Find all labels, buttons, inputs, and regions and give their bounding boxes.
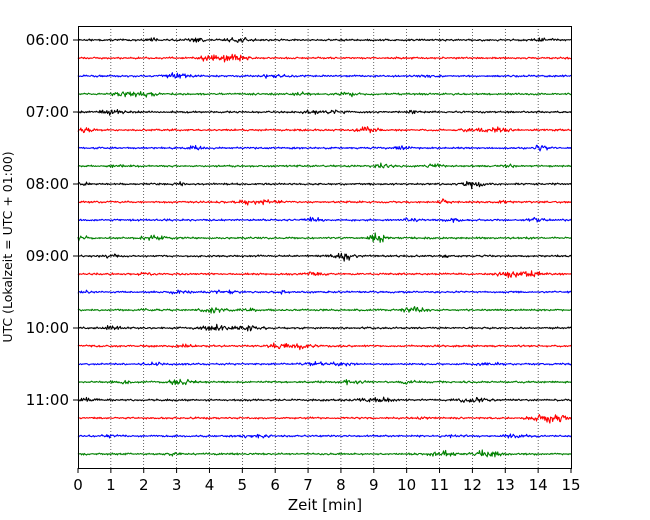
trace-1100 (77, 396, 572, 403)
trace-0800 (77, 180, 572, 190)
y-tick-label: 06:00 (26, 31, 69, 49)
x-tick-label: 0 (73, 476, 83, 494)
x-tick-label: 11 (430, 476, 449, 494)
trace-0915 (77, 270, 572, 279)
trace-1130 (77, 433, 572, 439)
x-tick-label: 2 (139, 476, 149, 494)
trace-0615 (77, 53, 572, 63)
y-axis-label: UTC (Lokalzeit = UTC + 01:00) (0, 151, 15, 342)
y-tick-label: 10:00 (26, 319, 69, 337)
trace-1115 (77, 414, 572, 424)
trace-0715 (77, 126, 572, 134)
trace-0815 (77, 198, 572, 206)
x-tick-label: 13 (496, 476, 515, 494)
x-tick-label: 12 (463, 476, 482, 494)
x-tick-label: 10 (397, 476, 416, 494)
seismic-traces (77, 37, 572, 458)
x-tick-label: 1 (106, 476, 116, 494)
x-tick-label: 15 (561, 476, 580, 494)
y-tick-label: 09:00 (26, 247, 69, 265)
trace-0945 (77, 306, 572, 314)
x-tick-label: 7 (303, 476, 313, 494)
trace-1000 (77, 323, 572, 332)
x-tick-label: 9 (369, 476, 379, 494)
trace-0745 (77, 162, 572, 169)
trace-0700 (77, 108, 572, 116)
y-tick-label: 11:00 (26, 391, 69, 409)
x-tick-label: 4 (205, 476, 215, 494)
trace-0830 (77, 216, 572, 223)
x-tick-label: 3 (172, 476, 182, 494)
x-tick-label: 8 (336, 476, 346, 494)
x-axis-ticks: 0 1 2 3 4 5 6 7 8 9 10 11 12 13 14 15 (73, 468, 581, 494)
y-tick-label: 07:00 (26, 103, 69, 121)
trace-0630 (77, 72, 572, 79)
trace-0900 (77, 252, 572, 262)
trace-0645 (77, 91, 572, 98)
trace-0930 (77, 289, 572, 295)
plot-frame (78, 26, 572, 469)
trace-0845 (77, 232, 572, 243)
trace-1145 (77, 449, 572, 458)
x-axis-label: Zeit [min] (288, 496, 362, 514)
x-tick-label: 14 (529, 476, 548, 494)
x-tick-label: 5 (238, 476, 248, 494)
y-tick-label: 08:00 (26, 175, 69, 193)
trace-1015 (77, 342, 572, 351)
trace-0600 (77, 37, 572, 43)
trace-1045 (77, 378, 572, 386)
trace-1030 (77, 361, 572, 367)
x-tick-label: 6 (270, 476, 280, 494)
y-axis-ticks: 06:00 07:00 08:00 09:00 10:00 11:00 (26, 31, 78, 409)
trace-0730 (77, 144, 572, 152)
